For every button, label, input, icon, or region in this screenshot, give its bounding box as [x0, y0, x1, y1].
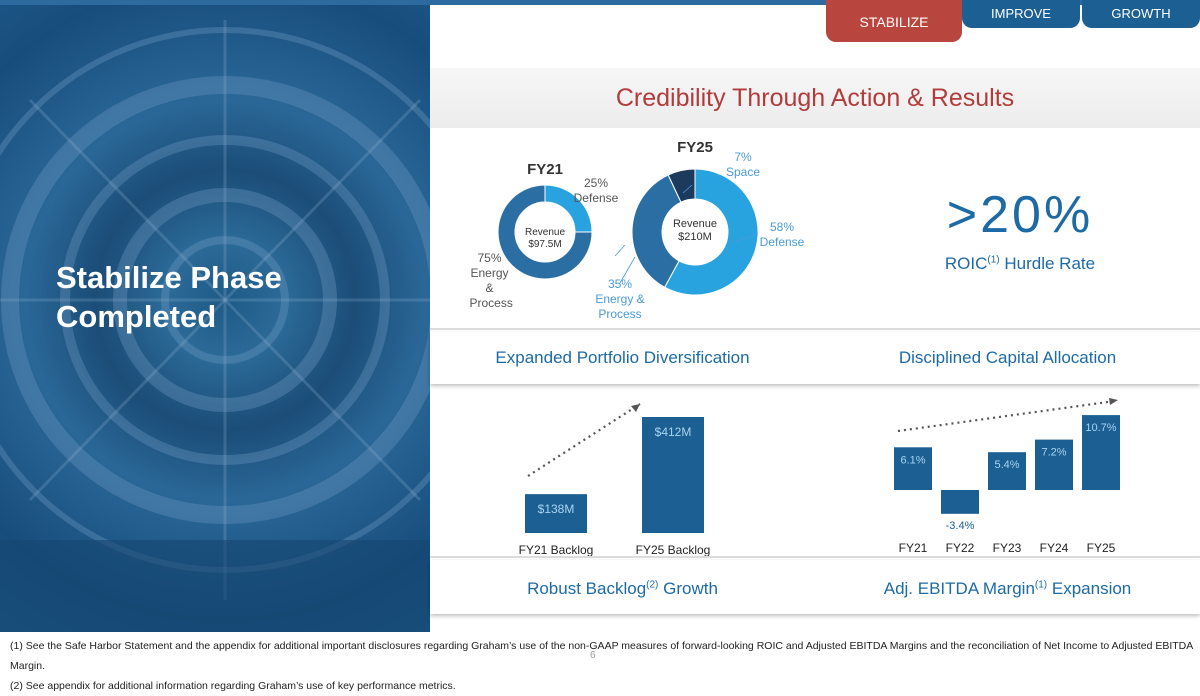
backlog-bar	[642, 417, 704, 533]
ebitda-heading-suffix: Expansion	[1051, 579, 1132, 598]
roic-suffix: Hurdle Rate	[1004, 254, 1096, 273]
fy25-space-pct: 7%	[734, 150, 752, 164]
fy25-center-label: Revenue $210M	[665, 218, 725, 244]
fy21-center-value: $97.5M	[528, 239, 562, 250]
ebitda-margin-bar-chart: 6.1% FY21 -3.4% FY22 5.4% FY23 7.2% FY24 10.7% FY…	[894, 415, 1120, 555]
backlog-trend-arrow	[527, 403, 641, 477]
fy25-defense-label: 58% Defense	[752, 220, 812, 250]
ebitda-bar-label: 10.7%	[1085, 422, 1116, 434]
revenue-mix-charts	[497, 168, 759, 296]
fy25-defense-name: Defense	[759, 235, 805, 249]
backlog-bar-label: $138M	[538, 502, 575, 516]
fy21-center-caption: Revenue	[524, 227, 566, 238]
hero-photo-panel: Stabilize Phase Completed	[0, 0, 430, 632]
backlog-footnote-ref: (2)	[646, 579, 659, 591]
tab-improve[interactable]: IMPROVE	[962, 0, 1080, 28]
ebitda-bar	[941, 490, 979, 514]
ebitda-bar	[1035, 439, 1073, 490]
ebitda-bar-label: 6.1%	[900, 454, 925, 466]
fy25-revenue-donut	[631, 168, 759, 296]
fy21-defense-pct: 25%	[583, 176, 609, 190]
ebitda-footnote-ref: (1)	[1034, 579, 1048, 591]
fy25-slice-energy-process	[631, 174, 682, 288]
ebitda-category-label: FY25	[1087, 541, 1116, 555]
fy21-energy-pct: 75%	[477, 251, 502, 265]
fy25-title: FY25	[677, 139, 713, 156]
footnotes: (1) See the Safe Harbor Statement and th…	[10, 636, 1200, 696]
page-number: 6	[590, 650, 596, 661]
ebitda-bar-label: 7.2%	[1041, 447, 1066, 459]
ebitda-category-label: FY23	[993, 541, 1022, 555]
capital-heading: Disciplined Capital Allocation	[898, 348, 1117, 367]
ebitda-heading: Adj. EBITDA Margin(1) Expansion	[820, 579, 1195, 599]
ebitda-arrowhead	[1109, 398, 1118, 405]
fy25-energy-name: Energy & Process	[595, 292, 645, 321]
fy25-energy-pct: 35%	[607, 277, 633, 291]
roic-label: ROIC	[944, 254, 988, 273]
ebitda-bar	[988, 452, 1026, 490]
ebitda-category-label: FY21	[899, 541, 928, 555]
ebitda-heading-text: Adj. EBITDA Margin	[883, 579, 1035, 598]
backlog-bar-chart: $138M FY21 Backlog $412M FY25 Backlog	[519, 417, 711, 557]
fy21-title: FY21	[527, 161, 563, 178]
backlog-category-label: FY21 Backlog	[519, 543, 594, 557]
detector-photo-graphic	[0, 20, 430, 632]
ebitda-bar-label: 5.4%	[994, 459, 1019, 471]
top-accent-strip	[0, 0, 1200, 5]
fy21-revenue-donut	[497, 184, 593, 280]
backlog-arrowhead	[631, 404, 640, 412]
footnote-2: (2) See appendix for additional informat…	[10, 680, 456, 692]
ebitda-bar-label: -3.4%	[946, 520, 975, 532]
ebitda-bar	[894, 447, 932, 490]
fy21-slice-energy-process	[497, 184, 593, 280]
fy21-energy-label: 75% Energy & Process	[462, 251, 517, 311]
fy25-center-value: $210M	[678, 231, 712, 243]
roic-footnote-ref: (1)	[987, 254, 1000, 266]
tab-stabilize[interactable]: STABILIZE	[826, 0, 962, 42]
fy25-defense-pct: 58%	[769, 220, 795, 234]
backlog-heading-text: Robust Backlog	[527, 579, 647, 598]
ebitda-category-label: FY24	[1040, 541, 1069, 555]
backlog-bar-label: $412M	[655, 425, 692, 439]
ebitda-trend-arrow	[897, 399, 1116, 433]
fy25-slice-space	[667, 168, 696, 203]
footnote-1: (1) See the Safe Harbor Statement and th…	[10, 640, 1193, 672]
tab-growth[interactable]: GROWTH	[1082, 0, 1200, 28]
divider	[430, 556, 1200, 558]
divider	[430, 328, 1200, 330]
fy21-defense-label: 25% Defense	[566, 176, 626, 206]
fy25-slice-defense	[663, 168, 759, 296]
bar-charts: $138M FY21 Backlog $412M FY25 Backlog 6.1% F…	[519, 398, 1120, 557]
portfolio-heading: Expanded Portfolio Diversification	[495, 348, 750, 367]
backlog-category-label: FY25 Backlog	[636, 543, 711, 557]
fy21-defense-name: Defense	[573, 191, 619, 205]
section-band-bottom	[430, 560, 1200, 614]
fy25-center-caption: Revenue	[672, 218, 718, 230]
roic-caption: ROIC(1) Hurdle Rate	[920, 254, 1120, 274]
page-title: Credibility Through Action & Results	[615, 84, 1015, 112]
title-band	[430, 68, 1200, 128]
section-band-top	[430, 332, 1200, 384]
ebitda-bar	[1082, 415, 1120, 490]
roic-value: >20%	[946, 186, 1094, 244]
callout-lines	[614, 184, 759, 284]
fy25-energy-label: 35% Energy & Process	[588, 277, 652, 322]
fy21-center-label: Revenue $97.5M	[520, 227, 570, 251]
backlog-bar	[525, 494, 587, 533]
backlog-heading-suffix: Growth	[663, 579, 718, 598]
backlog-heading: Robust Backlog(2) Growth	[440, 579, 805, 599]
fy25-space-label: 7% Space	[713, 150, 773, 180]
fy25-space-name: Space	[725, 165, 761, 179]
ebitda-category-label: FY22	[946, 541, 975, 555]
fy21-energy-name: Energy & Process	[469, 266, 513, 310]
phase-title: Stabilize Phase Completed	[56, 260, 282, 334]
